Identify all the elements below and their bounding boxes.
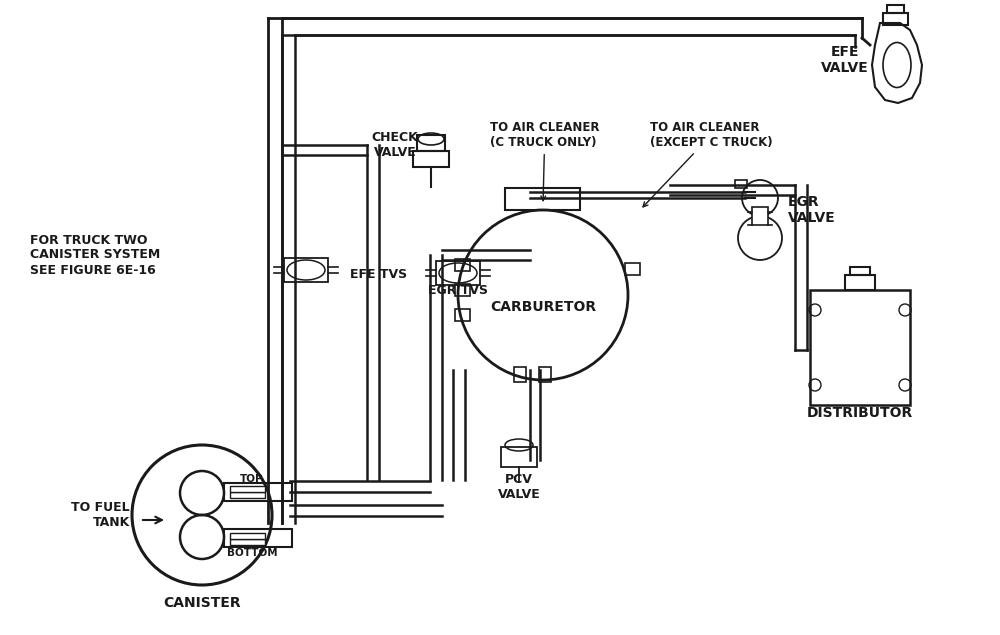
Bar: [625, 263, 640, 275]
Bar: [883, 13, 908, 25]
Bar: [752, 207, 768, 225]
Bar: [845, 275, 875, 290]
Text: TO AIR CLEANER
(C TRUCK ONLY): TO AIR CLEANER (C TRUCK ONLY): [490, 121, 600, 201]
Bar: [455, 259, 470, 271]
Text: TO FUEL
TANK: TO FUEL TANK: [71, 501, 130, 529]
Text: PCV
VALVE: PCV VALVE: [498, 473, 540, 501]
Bar: [230, 486, 265, 492]
Bar: [284, 258, 328, 282]
Bar: [455, 309, 470, 321]
Bar: [230, 539, 265, 545]
Bar: [230, 492, 265, 498]
Text: EGR TVS: EGR TVS: [428, 283, 488, 297]
Bar: [735, 180, 747, 188]
Bar: [501, 447, 537, 467]
Text: TO AIR CLEANER
(EXCEPT C TRUCK): TO AIR CLEANER (EXCEPT C TRUCK): [643, 121, 773, 207]
Text: EFE
VALVE: EFE VALVE: [821, 45, 869, 75]
Text: CHECK
VALVE: CHECK VALVE: [372, 131, 418, 159]
Text: EFE TVS: EFE TVS: [350, 269, 407, 281]
Bar: [539, 367, 551, 382]
Bar: [810, 290, 910, 405]
Bar: [505, 188, 580, 210]
Text: TOP: TOP: [240, 474, 264, 484]
Text: CANISTER: CANISTER: [163, 596, 241, 610]
Bar: [230, 533, 265, 539]
Bar: [224, 483, 292, 501]
Text: FOR TRUCK TWO
CANISTER SYSTEM
SEE FIGURE 6E-16: FOR TRUCK TWO CANISTER SYSTEM SEE FIGURE…: [30, 234, 160, 276]
Bar: [436, 261, 480, 285]
Bar: [417, 135, 445, 151]
Bar: [413, 151, 449, 167]
Text: BOTTOM: BOTTOM: [227, 548, 277, 558]
Text: EGR
VALVE: EGR VALVE: [788, 195, 836, 225]
Bar: [455, 284, 470, 296]
Bar: [224, 529, 292, 547]
Bar: [514, 367, 526, 382]
Bar: [887, 5, 904, 13]
Bar: [850, 267, 870, 275]
Text: DISTRIBUTOR: DISTRIBUTOR: [807, 406, 913, 420]
Text: CARBURETOR: CARBURETOR: [490, 300, 596, 314]
